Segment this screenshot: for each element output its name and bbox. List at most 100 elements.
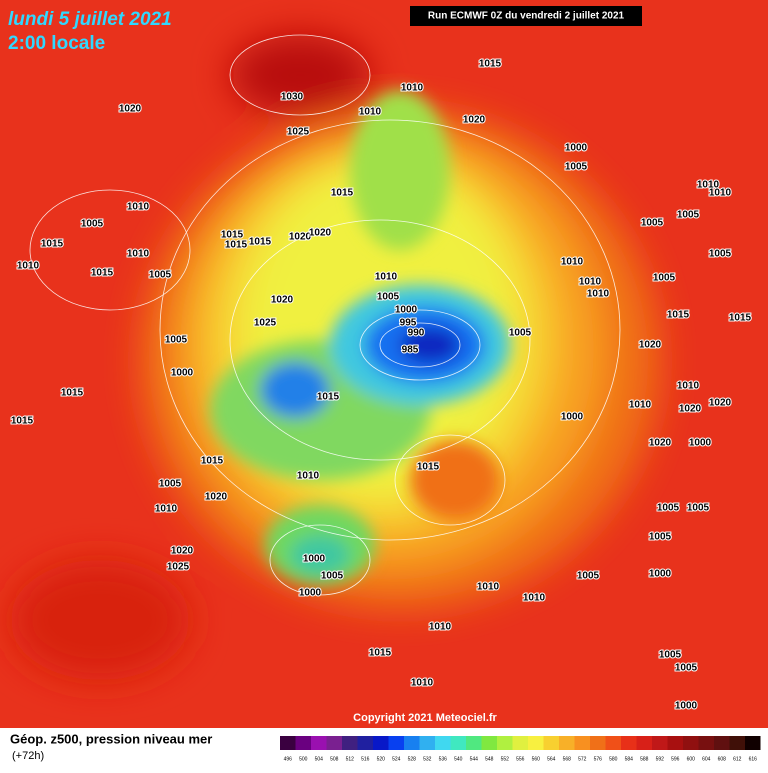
scale-label: 592 [656,756,665,762]
isobar-label: 1000 [299,588,322,599]
isobar-label: 1020 [289,232,312,243]
isobar-label: 1010 [677,381,700,392]
isobar-label: 1020 [309,228,332,239]
isobar-label: 1010 [359,107,382,118]
isobar-label: 1010 [561,257,584,268]
scale-swatch [497,736,513,750]
scale-swatch [590,736,606,750]
scale-label: 536 [439,756,448,762]
isobar-label: 1020 [119,104,142,115]
isobar-label: 1015 [729,313,752,324]
isobar-label: 1015 [479,59,502,70]
scale-swatch [745,736,761,750]
isobar-label: 1020 [171,546,194,557]
scale-swatch [729,736,745,750]
scale-swatch [404,736,420,750]
isobar-label: 1010 [127,202,150,213]
isobar-label: 1015 [417,462,440,473]
scale-swatch [683,736,699,750]
isobar-label: 1015 [221,230,244,241]
scale-label: 552 [501,756,510,762]
scale-label: 548 [485,756,494,762]
isobar-label: 1005 [675,663,698,674]
isobar-label: 1000 [689,438,712,449]
scale-swatch [481,736,497,750]
scale-swatch [574,736,590,750]
isobar-label: 1005 [657,503,680,514]
scale-label: 560 [532,756,541,762]
scale-label: 596 [671,756,680,762]
footer-title: Géop. z500, pression niveau mer [10,731,212,746]
isobar-label: 1015 [11,416,34,427]
isobar-label: 1005 [321,571,344,582]
scale-label: 528 [408,756,417,762]
isobar-label: 1015 [331,188,354,199]
isobar-label: 1005 [159,479,182,490]
scale-label: 496 [284,756,293,762]
scale-swatch [543,736,559,750]
isobar-label: 1005 [165,335,188,346]
isobar-label: 1020 [639,340,662,351]
isobar-label: 1015 [369,648,392,659]
isobar-label: 1015 [41,239,64,250]
scale-swatch [621,736,637,750]
isobar-label: 1005 [509,328,532,339]
scale-swatch [528,736,544,750]
scale-label: 504 [315,756,324,762]
scale-label: 616 [749,756,758,762]
scale-label: 612 [733,756,742,762]
isobar-label: 995 [400,318,417,329]
isobar-label: 1010 [401,83,424,94]
isobar-label: 1000 [395,305,418,316]
isobar-label: 1000 [675,701,698,712]
low-centres [210,90,510,585]
isobar-label: 1005 [149,270,172,281]
isobar-label: 1020 [463,115,486,126]
isobar-label: 1015 [249,237,272,248]
isobar-label: 1010 [375,272,398,283]
run-box [410,6,642,26]
scale-label: 512 [346,756,355,762]
scale-label: 516 [361,756,370,762]
isobar-label: 1010 [127,249,150,260]
isobar-label: 1015 [317,392,340,403]
isobar-label: 1000 [303,554,326,565]
scale-swatch [435,736,451,750]
scale-swatch [714,736,730,750]
isobar-label: 1020 [649,438,672,449]
scale-swatch [698,736,714,750]
isobar-label: 1030 [281,92,304,103]
scale-label: 572 [578,756,587,762]
isobar-label: 1025 [287,127,310,138]
scale-label: 544 [470,756,479,762]
isobar-label: 1010 [629,400,652,411]
isobar-label: 985 [402,345,419,356]
scale-swatch [388,736,404,750]
run-info: Run ECMWF 0Z du vendredi 2 juillet 2021 [428,11,625,22]
isobar-label: 1000 [649,569,672,580]
scale-swatch [280,736,296,750]
isobar-label: 1000 [171,368,194,379]
isobar-label: 1010 [587,289,610,300]
time: 2:00 locale [8,33,105,54]
isobar-label: 1015 [61,388,84,399]
lead-time: (+72h) [12,750,44,762]
scale-label: 556 [516,756,525,762]
scale-label: 520 [377,756,386,762]
scale-label: 540 [454,756,463,762]
isobar-label: 1015 [91,268,114,279]
scale-label: 608 [718,756,727,762]
scale-swatch [373,736,389,750]
isobar-label: 1005 [81,219,104,230]
isobar-label: 1010 [17,261,40,272]
isobar-label: 1025 [167,562,190,573]
scale-label: 584 [625,756,634,762]
date: lundi 5 juillet 2021 [8,9,172,30]
isobar-label: 1005 [687,503,710,514]
isobar-label: 1010 [429,622,452,633]
isobar-label: 1010 [697,180,720,191]
isobar-label: 1005 [709,249,732,260]
isobar-label: 1020 [271,295,294,306]
isobar-label: 1010 [477,582,500,593]
